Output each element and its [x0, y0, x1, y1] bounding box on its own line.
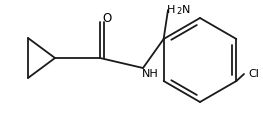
Text: H: H	[167, 5, 175, 15]
Text: O: O	[102, 11, 112, 24]
Text: 2: 2	[176, 8, 181, 17]
Text: NH: NH	[141, 69, 158, 79]
Text: Cl: Cl	[248, 69, 259, 79]
Text: N: N	[182, 5, 190, 15]
